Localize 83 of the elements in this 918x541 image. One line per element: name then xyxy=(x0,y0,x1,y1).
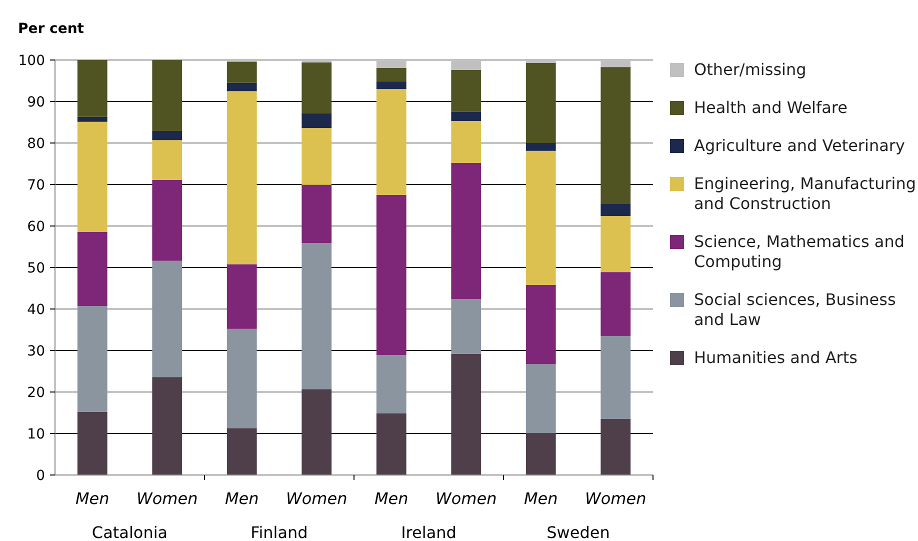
y-tick-label: 80 xyxy=(27,136,45,152)
x-tick-label: Men xyxy=(75,489,110,508)
y-tick-label: 0 xyxy=(36,468,45,484)
bar xyxy=(226,62,257,83)
y-tick-label: 60 xyxy=(27,218,45,235)
bar xyxy=(600,418,631,475)
bar xyxy=(451,70,482,112)
y-tick-label: 50 xyxy=(27,260,45,276)
legend-label: Social sciences, Business and Law xyxy=(694,290,896,329)
bar xyxy=(152,377,182,475)
bar xyxy=(451,299,482,354)
bar xyxy=(226,82,257,92)
bar xyxy=(451,112,482,122)
bar xyxy=(152,180,182,261)
bar xyxy=(526,433,556,475)
bar xyxy=(77,232,108,306)
bar xyxy=(600,272,631,336)
bar xyxy=(302,389,332,475)
text: Sweden xyxy=(546,523,610,541)
text: Catalonia xyxy=(92,523,168,541)
bar xyxy=(600,60,631,68)
bar xyxy=(526,143,556,151)
bar xyxy=(600,336,631,419)
bar xyxy=(226,91,257,264)
x-tick-label: Women xyxy=(136,489,198,508)
bar xyxy=(451,354,482,475)
bar xyxy=(376,413,406,475)
legend-label: Other/missing xyxy=(694,60,806,79)
bar xyxy=(77,60,108,117)
text: Finland xyxy=(250,523,308,541)
y-tick-label: 10 xyxy=(27,426,45,442)
y-axis-title: Per cent xyxy=(18,21,84,37)
bar xyxy=(376,355,406,414)
bar xyxy=(77,116,108,122)
y-tick-label: 90 xyxy=(27,94,45,110)
bar xyxy=(152,130,182,140)
x-tick-label: Women xyxy=(436,489,497,508)
x-tick-label: Women xyxy=(286,489,348,508)
y-tick-label: 70 xyxy=(27,177,45,194)
bar xyxy=(526,150,556,285)
bar xyxy=(600,216,631,272)
bar xyxy=(77,122,108,232)
x-tick-label: Men xyxy=(224,489,259,508)
bar xyxy=(302,113,332,128)
bar xyxy=(600,67,631,204)
legend-label: Agriculture and Veterinary xyxy=(694,136,905,155)
bar xyxy=(226,428,257,475)
legend-label: Health and Welfare xyxy=(694,98,848,117)
x-tick-label: Women xyxy=(585,489,646,508)
bar xyxy=(376,68,406,82)
bar xyxy=(526,284,556,364)
y-tick-label: 40 xyxy=(27,302,45,318)
bar xyxy=(451,60,482,70)
y-tick-label: 20 xyxy=(27,384,45,401)
bar xyxy=(77,412,108,475)
bar xyxy=(302,128,332,185)
legend-label: Science, Mathematics and Computing xyxy=(694,232,904,271)
y-tick-label: 100 xyxy=(18,52,45,69)
bar xyxy=(302,184,332,244)
bar xyxy=(77,306,108,412)
bar xyxy=(226,328,257,428)
bar xyxy=(526,364,556,434)
bar xyxy=(302,62,332,114)
bar xyxy=(376,194,406,356)
bar xyxy=(376,81,406,90)
bar xyxy=(451,121,482,163)
y-tick-label: 30 xyxy=(27,343,45,360)
legend-label: Humanities and Arts xyxy=(694,348,858,367)
x-tick-label: Men xyxy=(374,489,408,508)
bar xyxy=(302,243,332,390)
bar xyxy=(226,264,257,329)
bar xyxy=(376,60,406,68)
text: Ireland xyxy=(401,523,456,541)
x-tick-label: Men xyxy=(524,489,558,508)
bar xyxy=(152,60,182,131)
bar xyxy=(600,204,631,216)
bar xyxy=(152,260,182,378)
bar xyxy=(152,140,182,180)
bar xyxy=(451,162,482,300)
bar xyxy=(526,62,556,143)
bar xyxy=(376,89,406,195)
legend-label: Engineering, Manufacturing and Construction xyxy=(694,174,916,213)
bar xyxy=(526,60,556,63)
